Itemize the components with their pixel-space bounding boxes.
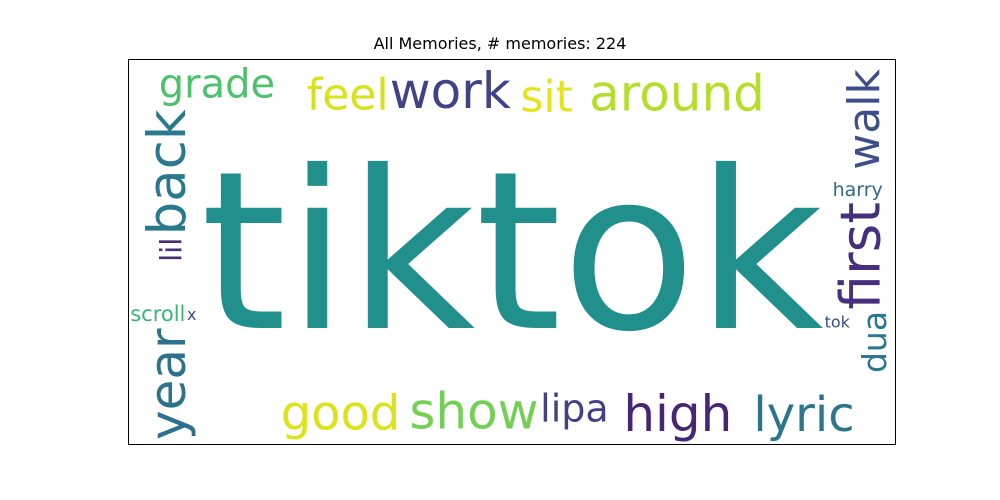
word-show: show — [409, 382, 538, 440]
word-feel: feel — [307, 69, 389, 120]
word-cloud: tiktok first back show work year around high goo… — [130, 62, 894, 443]
word-sit: sit — [520, 71, 572, 122]
word-lyric: lyric — [753, 387, 854, 443]
word-high: high — [623, 385, 732, 443]
word-tok: tok — [825, 313, 851, 332]
word-back: back — [137, 109, 198, 235]
word-year: year — [139, 328, 197, 440]
word-dua: dua — [855, 311, 894, 373]
word-good: good — [281, 386, 401, 442]
word-walk: walk — [839, 69, 890, 170]
word-harry: harry — [833, 179, 883, 201]
word-scroll: scroll — [130, 302, 185, 326]
word-lipa: lipa — [540, 386, 609, 430]
word-x: x — [187, 305, 196, 324]
word-cloud-frame: tiktok first back show work year around high goo… — [128, 59, 896, 445]
word-tiktok: tiktok — [200, 124, 823, 380]
word-first: first — [828, 202, 892, 309]
word-lil: lil — [155, 238, 189, 262]
word-around: around — [589, 64, 765, 122]
word-work: work — [390, 62, 511, 120]
word-grade: grade — [159, 62, 275, 108]
chart-title: All Memories, # memories: 224 — [373, 34, 627, 53]
